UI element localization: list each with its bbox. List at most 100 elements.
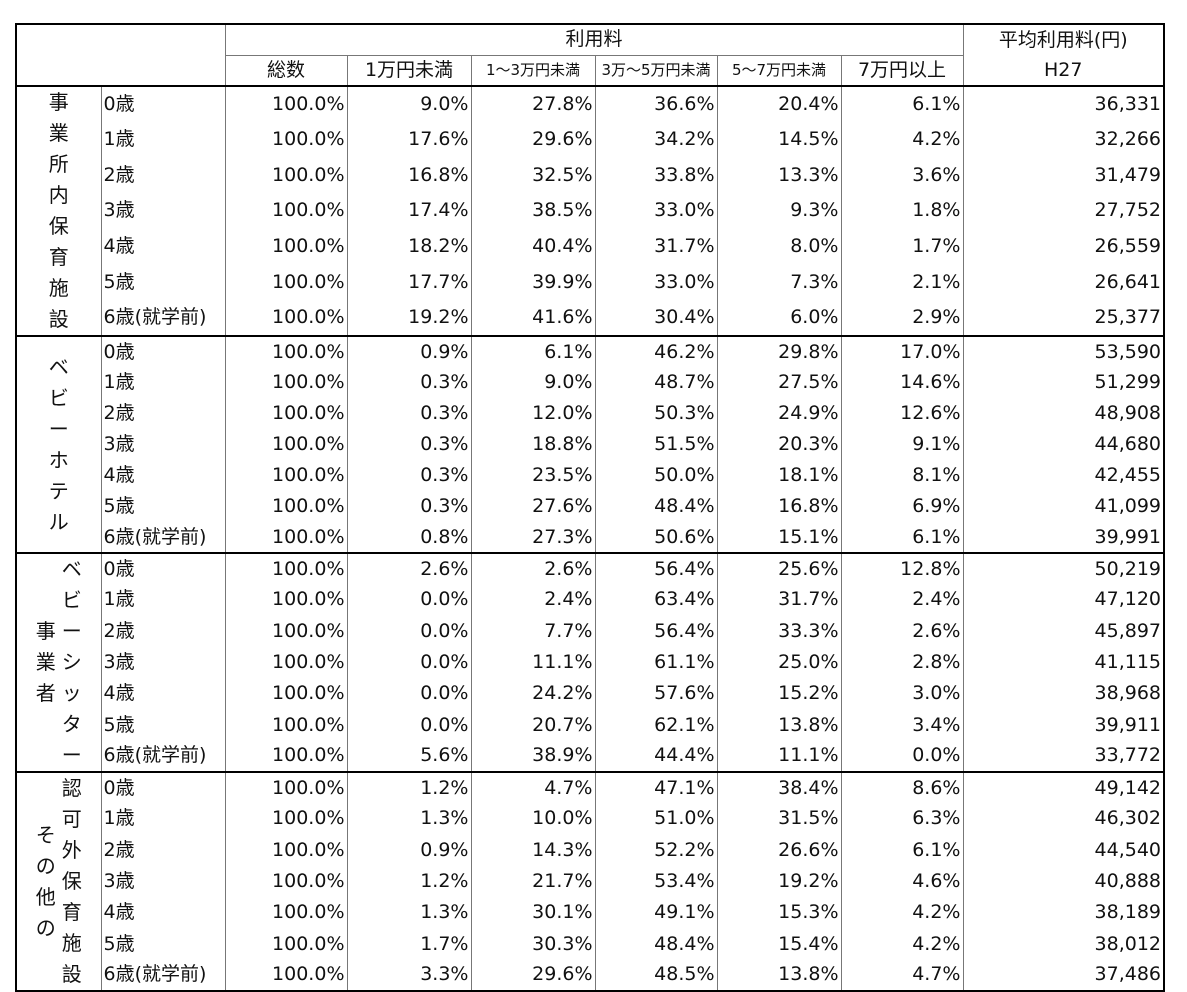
cell-10k-30k: 18.8% [471, 429, 596, 460]
cell-avg-fee: 47,120 [963, 584, 1165, 616]
cell-50k-70k: 15.1% [717, 522, 842, 554]
table-row: 5歳 100.0% 17.7% 39.9% 33.0% 7.3% 2.1% 26,641 [16, 264, 1165, 301]
cell-under-10k: 0.9% [347, 834, 472, 866]
cell-50k-70k: 18.1% [717, 460, 842, 491]
cell-50k-70k: 14.5% [717, 121, 842, 158]
table-row: ベビーシッター 事業者 0歳 100.0% 2.6% 2.6% 56.4% 25.6% 12.8… [15, 553, 1165, 773]
cell-under-10k: 5.6% [347, 740, 472, 774]
cell-10k-30k: 41.6% [471, 300, 596, 337]
cell-30k-50k: 48.4% [595, 928, 718, 960]
table-row: 2歳 100.0% 16.8% 32.5% 33.8% 13.3% 3.6% 31,479 [16, 157, 1165, 194]
cell-total: 100.0% [225, 928, 348, 960]
group-label-main: 認可外保育施設 [61, 776, 82, 986]
table-row: 2歳 100.0% 0.0% 7.7% 56.4% 33.3% 2.6% 45,897 [16, 615, 1165, 647]
age-cell: 5歳 [101, 264, 226, 301]
cell-under-10k: 0.3% [347, 429, 472, 460]
cell-10k-30k: 9.0% [471, 367, 596, 398]
cell-70k-plus: 12.8% [841, 553, 964, 585]
cell-total: 100.0% [225, 336, 348, 367]
cell-30k-50k: 33.0% [595, 264, 718, 301]
cell-50k-70k: 38.4% [717, 772, 842, 804]
cell-70k-plus: 2.8% [841, 646, 964, 679]
avg-fee-year: H27 [963, 55, 1165, 87]
cell-total: 100.0% [225, 553, 348, 585]
cell-under-10k: 0.8% [347, 522, 472, 554]
cell-avg-fee: 33,772 [963, 740, 1165, 774]
cell-30k-50k: 63.4% [595, 584, 718, 616]
table-row: 6歳(就学前) 100.0% 3.3% 29.6% 48.5% 13.8% 4.7% 37,4… [16, 959, 1165, 992]
table-row: 6歳(就学前) 100.0% 0.8% 27.3% 50.6% 15.1% 6.1% 39,9… [16, 522, 1165, 554]
cell-under-10k: 9.0% [347, 86, 472, 122]
age-cell: 1歳 [101, 584, 226, 616]
cell-avg-fee: 41,099 [963, 491, 1165, 522]
header-corner [15, 23, 226, 55]
cell-total: 100.0% [225, 615, 348, 647]
cell-under-10k: 0.0% [347, 584, 472, 616]
age-cell: 6歳(就学前) [101, 300, 226, 337]
group-label-sub: その他の [35, 822, 56, 940]
cell-50k-70k: 20.3% [717, 429, 842, 460]
cell-under-10k: 1.2% [347, 865, 472, 898]
cell-avg-fee: 26,641 [963, 264, 1165, 301]
cell-30k-50k: 50.3% [595, 398, 718, 429]
age-cell: 0歳 [101, 772, 226, 804]
age-cell: 1歳 [101, 121, 226, 158]
cell-avg-fee: 26,559 [963, 228, 1165, 265]
table-row: 事業所内保育施設 0歳 100.0% 9.0% 27.8% 36.6% 20.4% 6.1% 3… [15, 86, 1165, 337]
cell-total: 100.0% [225, 157, 348, 194]
cell-50k-70k: 13.8% [717, 709, 842, 741]
cell-avg-fee: 45,897 [963, 615, 1165, 647]
age-cell: 2歳 [101, 157, 226, 194]
cell-under-10k: 0.0% [347, 709, 472, 741]
cell-total: 100.0% [225, 959, 348, 992]
cell-avg-fee: 38,189 [963, 897, 1165, 929]
cell-30k-50k: 33.8% [595, 157, 718, 194]
group-label: 事業所内保育施設 [15, 86, 102, 337]
cell-10k-30k: 30.1% [471, 897, 596, 929]
cell-50k-70k: 9.3% [717, 193, 842, 229]
cell-10k-30k: 14.3% [471, 834, 596, 866]
cell-total: 100.0% [225, 86, 348, 122]
cell-50k-70k: 29.8% [717, 336, 842, 367]
cell-70k-plus: 2.4% [841, 584, 964, 616]
cell-avg-fee: 25,377 [963, 300, 1165, 337]
age-cell: 4歳 [101, 460, 226, 491]
cell-30k-50k: 48.7% [595, 367, 718, 398]
age-cell: 0歳 [101, 336, 226, 367]
cell-avg-fee: 27,752 [963, 193, 1165, 229]
cell-avg-fee: 51,299 [963, 367, 1165, 398]
age-cell: 2歳 [101, 615, 226, 647]
col-header-total: 総数 [225, 55, 348, 87]
cell-50k-70k: 31.7% [717, 584, 842, 616]
cell-total: 100.0% [225, 584, 348, 616]
cell-50k-70k: 26.6% [717, 834, 842, 866]
cell-30k-50k: 30.4% [595, 300, 718, 337]
cell-70k-plus: 4.2% [841, 897, 964, 929]
age-cell: 1歳 [101, 803, 226, 835]
cell-total: 100.0% [225, 367, 348, 398]
age-cell: 3歳 [101, 865, 226, 898]
cell-total: 100.0% [225, 193, 348, 229]
table-row: 3歳 100.0% 0.3% 18.8% 51.5% 20.3% 9.1% 44,680 [16, 429, 1165, 460]
cell-under-10k: 17.6% [347, 121, 472, 158]
col-header-10k-30k: 1～3万円未満 [471, 55, 596, 87]
age-cell: 6歳(就学前) [101, 740, 226, 774]
age-cell: 5歳 [101, 928, 226, 960]
cell-50k-70k: 20.4% [717, 86, 842, 122]
cell-total: 100.0% [225, 398, 348, 429]
table-row: 2歳 100.0% 0.9% 14.3% 52.2% 26.6% 6.1% 44,540 [16, 834, 1165, 866]
cell-30k-50k: 47.1% [595, 772, 718, 804]
cell-50k-70k: 31.5% [717, 803, 842, 835]
age-cell: 2歳 [101, 398, 226, 429]
table-row: 4歳 100.0% 1.3% 30.1% 49.1% 15.3% 4.2% 38,189 [16, 897, 1165, 929]
age-cell: 5歳 [101, 709, 226, 741]
cell-under-10k: 0.3% [347, 367, 472, 398]
table-row: 4歳 100.0% 0.3% 23.5% 50.0% 18.1% 8.1% 42,455 [16, 460, 1165, 491]
cell-50k-70k: 25.6% [717, 553, 842, 585]
cell-70k-plus: 3.4% [841, 709, 964, 741]
avg-fee-header: 平均利用料(円) [963, 23, 1165, 55]
age-cell: 6歳(就学前) [101, 522, 226, 554]
cell-70k-plus: 4.2% [841, 121, 964, 158]
group-label-main: ベビーホテル [48, 354, 69, 534]
cell-avg-fee: 32,266 [963, 121, 1165, 158]
